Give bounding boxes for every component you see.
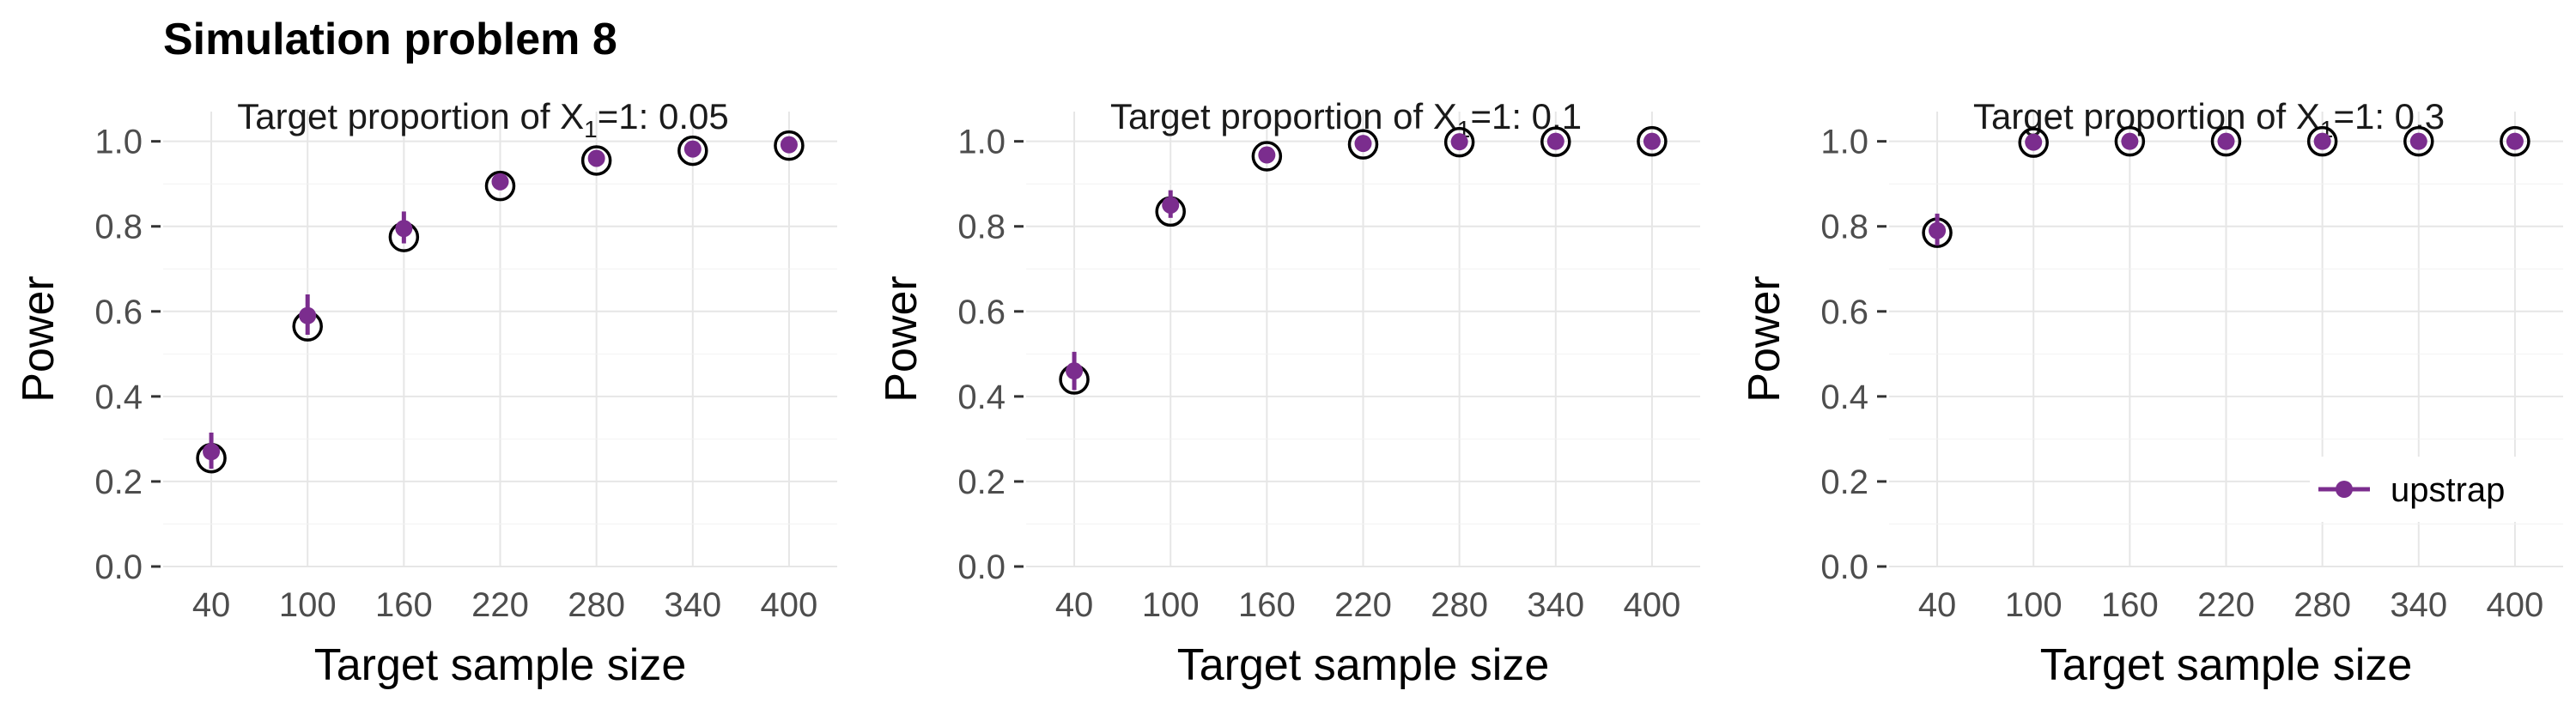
y-tick-label: 0.2 xyxy=(1820,464,1868,501)
y-tick-label: 1.0 xyxy=(957,124,1005,161)
x-tick-label: 400 xyxy=(2487,586,2544,624)
reference-point xyxy=(1540,126,1571,157)
panel-title: Target proportion of X1=1: 0.1 xyxy=(1110,96,1582,142)
upstrap-point xyxy=(203,443,221,461)
y-tick-label: 0.0 xyxy=(1820,548,1868,586)
y-tick-label: 0.6 xyxy=(957,294,1005,331)
y-tick-label: 0.6 xyxy=(1820,294,1868,331)
reference-point xyxy=(2306,125,2338,157)
y-tick-label: 0.8 xyxy=(1820,209,1868,246)
x-tick-label: 280 xyxy=(1431,586,1488,624)
upstrap-point xyxy=(2506,132,2524,150)
x-tick-label: 40 xyxy=(1918,586,1957,624)
y-axis-title: Power xyxy=(877,276,927,402)
x-tick-label: 100 xyxy=(279,586,337,624)
chart-title: Simulation problem 8 xyxy=(163,15,617,64)
x-tick-label: 40 xyxy=(192,586,231,624)
upstrap-point xyxy=(1066,362,1084,380)
x-tick-label: 160 xyxy=(1238,586,1296,624)
upstrap-point xyxy=(1162,196,1180,214)
x-tick-label: 40 xyxy=(1055,586,1094,624)
reference-point xyxy=(2018,127,2049,158)
upstrap-point xyxy=(491,173,509,191)
x-tick-label: 160 xyxy=(2101,586,2159,624)
x-tick-label: 400 xyxy=(1624,586,1681,624)
x-axis-title: Target sample size xyxy=(2040,640,2413,690)
reference-point xyxy=(2403,125,2434,157)
upstrap-point xyxy=(1546,132,1564,150)
x-tick-label: 340 xyxy=(1527,586,1584,624)
reference-point xyxy=(774,130,805,161)
panel-2: 0.0 0.2 0.4 0.6 0.8 1.0 40 100 160 220 280 340 400 Ta… xyxy=(877,96,1700,690)
upstrap-point xyxy=(780,136,798,154)
y-tick-label: 1.0 xyxy=(94,124,143,161)
y-tick-label: 0.2 xyxy=(957,464,1005,501)
upstrap-point xyxy=(1450,133,1468,151)
legend-label: upstrap xyxy=(2391,471,2505,509)
y-tick-label: 0.6 xyxy=(94,294,143,331)
upstrap-point xyxy=(2217,132,2235,150)
reference-point xyxy=(580,145,612,176)
reference-point xyxy=(2210,125,2242,157)
y-tick-label: 0.0 xyxy=(94,548,143,586)
upstrap-point xyxy=(1258,146,1276,164)
upstrap-point xyxy=(1643,132,1661,150)
reference-point xyxy=(1637,125,1668,157)
x-tick-label: 280 xyxy=(2293,586,2351,624)
legend-key-point xyxy=(2336,481,2353,498)
upstrap-point xyxy=(2409,132,2427,150)
y-tick-label: 0.4 xyxy=(1820,379,1868,416)
legend: upstrap xyxy=(2310,457,2563,522)
x-axis-title: Target sample size xyxy=(314,640,687,690)
upstrap-point xyxy=(587,149,605,167)
x-tick-label: 400 xyxy=(761,586,818,624)
upstrap-point xyxy=(2313,132,2331,150)
y-tick-label: 0.4 xyxy=(94,379,143,416)
upstrap-point xyxy=(2121,132,2139,150)
y-axis-title: Power xyxy=(14,276,64,402)
upstrap-point xyxy=(299,306,317,324)
upstrap-point xyxy=(395,220,413,238)
y-tick-label: 0.2 xyxy=(94,464,143,501)
upstrap-point xyxy=(2025,133,2043,151)
x-tick-label: 220 xyxy=(1334,586,1392,624)
x-tick-label: 340 xyxy=(2390,586,2447,624)
upstrap-point xyxy=(1354,135,1372,153)
reference-point xyxy=(1251,141,1283,172)
x-tick-label: 280 xyxy=(568,586,625,624)
x-tick-label: 220 xyxy=(2197,586,2255,624)
x-axis-title: Target sample size xyxy=(1177,640,1550,690)
panel-1: 0.0 0.2 0.4 0.6 0.8 1.0 40 100 160 220 280 340 400 Ta… xyxy=(14,96,837,690)
reference-point xyxy=(677,135,708,167)
y-tick-label: 0.4 xyxy=(957,379,1005,416)
reference-point xyxy=(1347,129,1379,160)
x-tick-label: 220 xyxy=(471,586,529,624)
x-tick-label: 340 xyxy=(664,586,721,624)
y-tick-label: 0.8 xyxy=(94,209,143,246)
y-tick-label: 0.8 xyxy=(957,209,1005,246)
x-tick-label: 100 xyxy=(2005,586,2063,624)
reference-point xyxy=(2114,125,2146,157)
y-axis-title: Power xyxy=(1740,276,1789,402)
x-tick-label: 160 xyxy=(375,586,433,624)
upstrap-point xyxy=(1929,221,1947,239)
panel-title: Target proportion of X1=1: 0.05 xyxy=(237,96,728,142)
reference-point xyxy=(2500,125,2530,157)
y-tick-label: 0.0 xyxy=(957,548,1005,586)
x-tick-label: 100 xyxy=(1142,586,1200,624)
upstrap-point xyxy=(683,140,702,158)
reference-point xyxy=(1443,126,1475,158)
y-tick-label: 1.0 xyxy=(1820,124,1868,161)
reference-point xyxy=(484,170,516,202)
panel-3: 0.0 0.2 0.4 0.6 0.8 1.0 40 100 160 220 280 340 400 Ta… xyxy=(1740,96,2563,690)
